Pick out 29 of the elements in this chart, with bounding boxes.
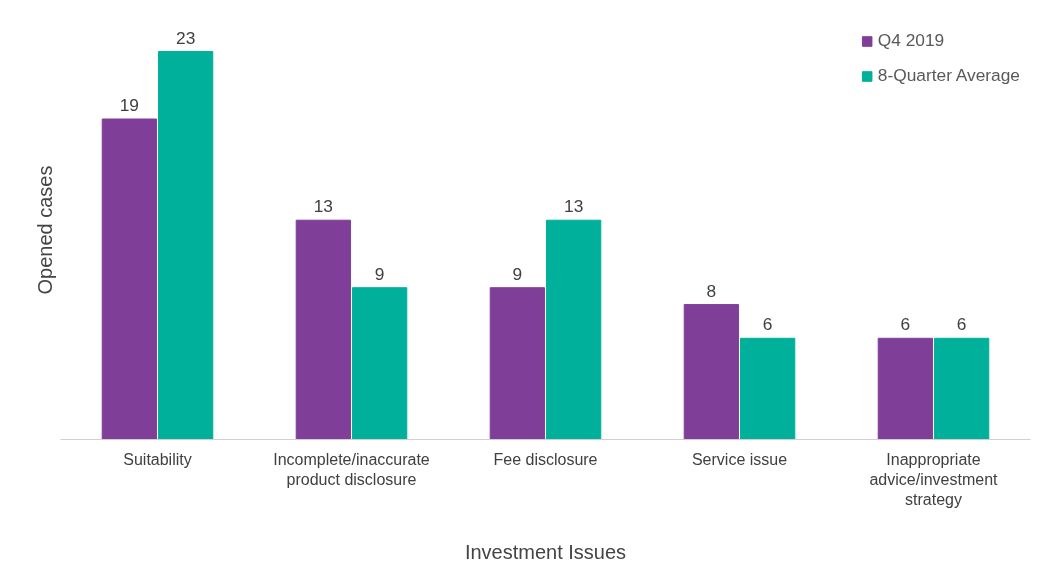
x-tick-label: Suitability [123, 450, 192, 468]
legend-label: Q4 2019 [877, 30, 945, 51]
data-label: 6 [956, 314, 967, 335]
data-label: 6 [900, 314, 911, 335]
data-label: 6 [762, 314, 773, 335]
x-tick-label: Fee disclosure [493, 450, 598, 468]
y-axis-title: Opened cases [33, 165, 56, 295]
x-tick-label: Incomplete/inaccurate product disclosure [273, 450, 430, 488]
bar [351, 287, 408, 440]
data-label: 8 [706, 280, 717, 301]
bar [933, 337, 990, 440]
bar [157, 51, 214, 440]
bar [683, 304, 740, 440]
x-axis-title: Investment Issues [464, 541, 627, 564]
data-label: 9 [374, 263, 385, 284]
data-label: 19 [119, 95, 140, 116]
bar [101, 118, 158, 440]
bar [739, 337, 796, 440]
bar [545, 219, 602, 440]
bar [877, 337, 934, 440]
bar [295, 219, 352, 440]
legend-label: 8-Quarter Average [877, 65, 1020, 86]
data-label: 9 [512, 263, 523, 284]
x-tick-label: Inappropriate advice/investment strategy [869, 450, 999, 509]
data-label: 13 [563, 196, 584, 217]
data-label: 13 [313, 196, 334, 217]
bar [489, 287, 546, 440]
x-tick-label: Service issue [691, 450, 788, 468]
data-label: 23 [175, 27, 196, 48]
